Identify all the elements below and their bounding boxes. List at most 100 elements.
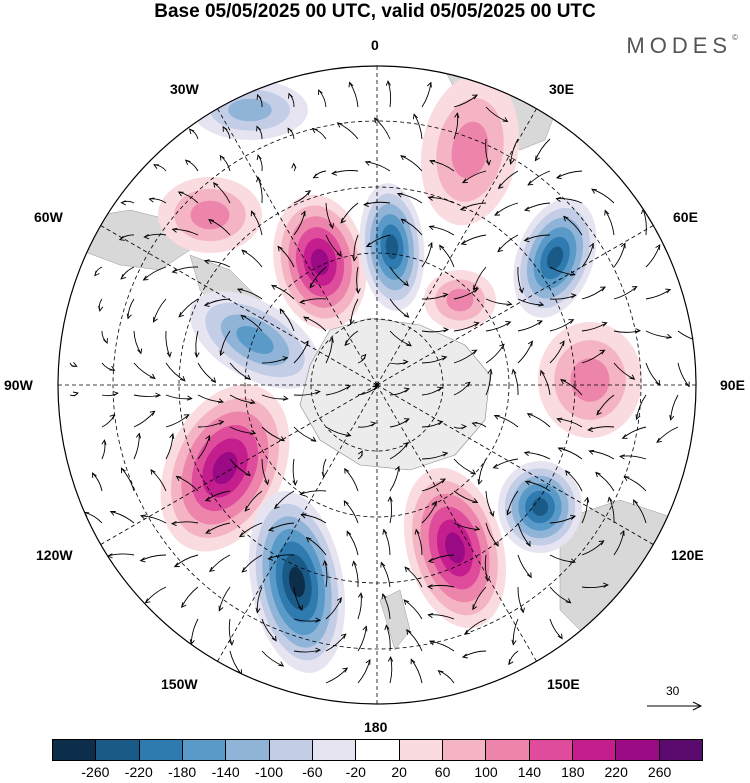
wind-vector-head	[412, 113, 418, 120]
wind-vector-head	[525, 540, 531, 547]
wind-vector	[581, 322, 607, 332]
wind-vector	[325, 426, 351, 437]
wind-vector	[101, 414, 115, 428]
lon-label-120e: 120E	[671, 547, 704, 563]
wind-vector	[220, 155, 231, 172]
wind-vector	[524, 234, 551, 241]
wind-vector	[556, 198, 583, 204]
wind-vector	[581, 243, 594, 268]
wind-vector	[622, 426, 647, 439]
colorbar-swatch	[659, 740, 702, 760]
wind-vector	[413, 113, 423, 140]
wind-vector-head	[568, 319, 575, 324]
wind-vector-head	[527, 180, 534, 186]
wind-vector	[453, 490, 478, 503]
wind-vector-head	[213, 182, 219, 188]
wind-vector	[524, 202, 551, 211]
lon-label-120w: 120W	[36, 547, 73, 563]
wind-vector-head	[509, 158, 515, 165]
wind-vector-head	[619, 454, 625, 460]
wind-vector	[229, 362, 251, 380]
wind-vector-head	[665, 288, 672, 294]
wind-vector	[133, 394, 161, 398]
wind-vector-head	[277, 245, 283, 252]
wind-vector-head	[155, 392, 162, 398]
wind-vector-head	[360, 353, 367, 360]
wind-vector	[453, 458, 476, 475]
wind-vector-head	[175, 475, 182, 482]
wind-vector-head	[321, 472, 327, 478]
wind-vector-head	[506, 300, 513, 306]
wind-vector	[462, 170, 487, 184]
wind-vector-head	[381, 592, 387, 599]
wind-vector-head	[387, 495, 393, 502]
wind-vector	[494, 202, 519, 216]
wind-vector-head	[345, 431, 352, 437]
wind-vector-head	[311, 127, 318, 134]
wind-vector-head	[506, 509, 512, 516]
wind-vector	[92, 472, 103, 492]
wind-vector	[589, 450, 615, 460]
wind-vector	[257, 177, 263, 204]
wind-vector	[453, 322, 479, 332]
wind-vector	[498, 170, 519, 189]
wind-vector	[140, 554, 167, 562]
wind-vector-head	[629, 374, 636, 380]
wind-vector-head	[600, 286, 607, 292]
wind-vector	[581, 540, 605, 556]
wind-vector-head	[241, 249, 248, 255]
wind-vector-head	[414, 528, 420, 535]
wind-vector-head	[219, 350, 225, 357]
wind-vector-head	[203, 301, 210, 307]
wind-vector-head	[396, 192, 403, 198]
wind-vector-head	[109, 511, 116, 516]
wind-vector	[293, 211, 306, 236]
colorbar-ticks: -260 -220 -180 -140 -100 -60 -20 20 60 100 140 180 2…	[0, 764, 750, 782]
wind-vector	[244, 490, 263, 512]
wind-vector-head	[344, 467, 350, 474]
wind-vector	[165, 433, 174, 460]
wind-vector	[527, 413, 551, 428]
wind-vector-head	[292, 480, 298, 487]
wind-vector	[324, 560, 328, 588]
wind-vector-head	[555, 196, 562, 202]
anomaly-contour	[236, 326, 274, 354]
wind-vector-head	[589, 242, 594, 249]
wind-vector-head	[669, 414, 675, 421]
wind-vector-head	[471, 421, 478, 427]
lon-label-60w: 60W	[34, 209, 63, 225]
reference-vector	[647, 701, 703, 711]
wind-vector-head	[601, 321, 608, 327]
wind-vector-head	[352, 255, 358, 262]
wind-vector	[218, 586, 231, 611]
wind-vector-head	[205, 434, 211, 441]
colorbar-swatch	[442, 740, 487, 760]
wind-vector	[340, 202, 359, 224]
wind-vector	[557, 418, 583, 428]
wind-vector	[389, 466, 400, 492]
anomaly-contour	[228, 98, 272, 122]
wind-vector	[301, 514, 327, 524]
colorbar-swatch	[53, 740, 97, 760]
wind-vector	[293, 426, 316, 442]
wind-vector	[209, 554, 231, 572]
wind-vector-head	[256, 154, 262, 161]
wind-vector-head	[403, 418, 410, 423]
wind-vector	[534, 138, 551, 161]
wind-vector-head	[441, 355, 448, 361]
wind-vector	[261, 394, 288, 400]
wind-vector-head	[598, 540, 605, 546]
wind-vector	[293, 618, 321, 622]
wind-vector-head	[346, 530, 352, 537]
wind-vector-head	[209, 566, 215, 573]
wind-vector	[229, 458, 251, 476]
wind-vector	[277, 246, 295, 268]
wind-vector-head	[487, 368, 493, 375]
wind-vector	[197, 394, 224, 403]
wind-vector-head	[282, 356, 289, 362]
wind-vector-head	[635, 414, 641, 421]
wind-vector	[387, 80, 392, 108]
wind-vector	[357, 659, 371, 684]
wind-vector	[485, 344, 505, 364]
wind-vector-head	[428, 640, 435, 646]
